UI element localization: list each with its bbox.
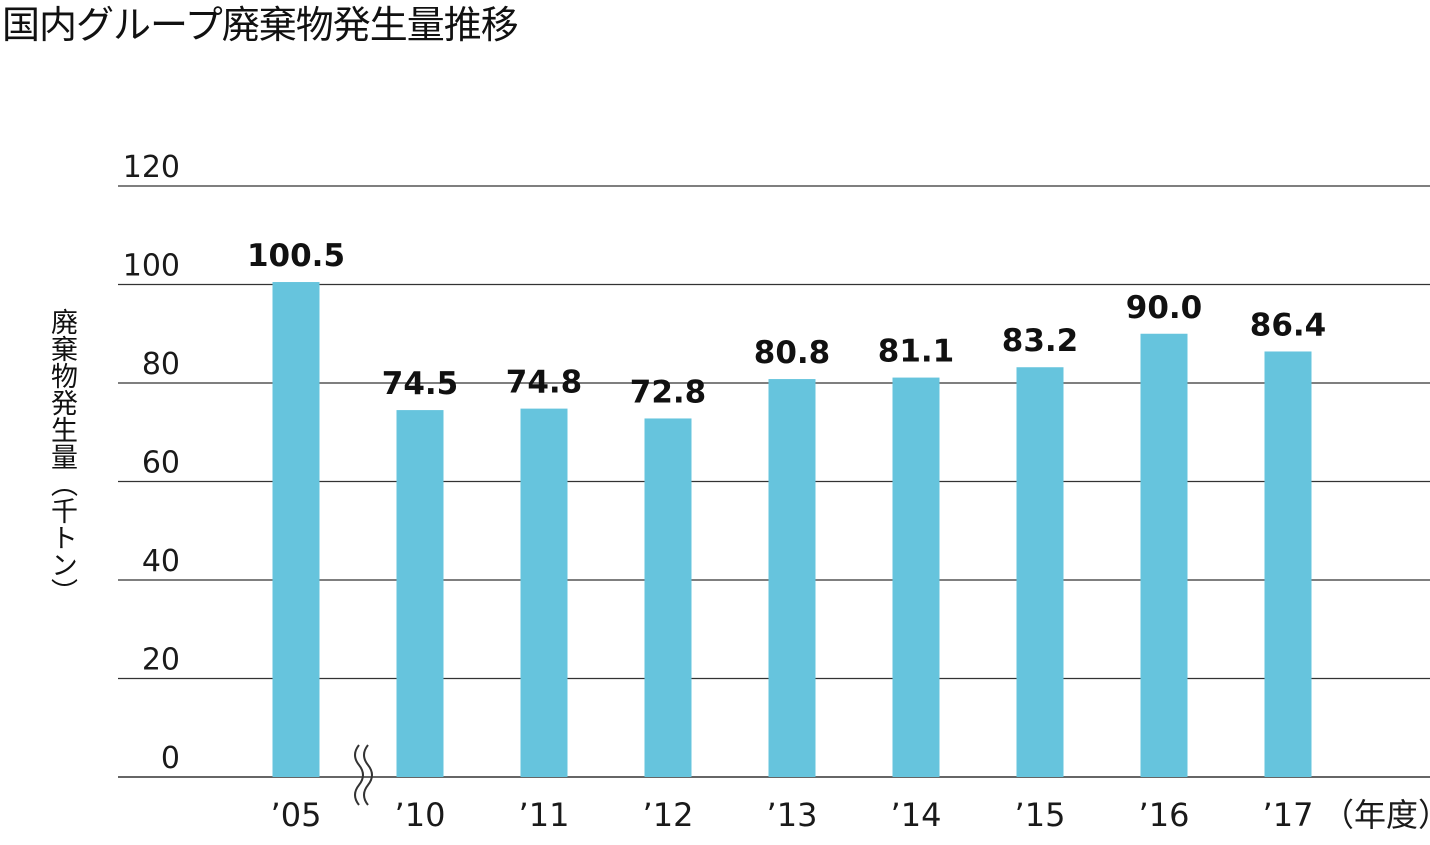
x-tick-label: ’12: [643, 796, 694, 834]
x-tick-label: ’14: [891, 796, 942, 834]
data-labels: 100.5 74.5 74.8 72.8 80.8 81.1 83.2 90.0 86.4: [247, 238, 1326, 410]
y-tick-label: 100: [123, 249, 180, 284]
x-tick-label: ’16: [1139, 796, 1190, 834]
y-tick-label: 20: [142, 643, 180, 678]
x-axis-unit: （年度）: [1322, 796, 1430, 834]
bar: [1140, 333, 1188, 777]
data-label: 90.0: [1126, 290, 1203, 326]
x-tick-labels: ’05 ’10 ’11 ’12 ’13 ’14 ’15 ’16 ’17: [271, 796, 1314, 834]
y-tick-label: 0: [161, 741, 180, 776]
x-tick-label: ’10: [395, 796, 446, 834]
data-label: 72.8: [630, 374, 707, 410]
data-label: 81.1: [878, 334, 955, 370]
bar: [892, 377, 940, 777]
bars: [272, 282, 1312, 777]
y-tick-labels: 0 20 40 60 80 100 120: [123, 150, 180, 776]
y-tick-label: 120: [123, 150, 180, 185]
y-tick-label: 40: [142, 544, 180, 579]
data-label: 74.8: [506, 365, 583, 401]
y-axis-label: 廃棄物発生量（千トン）: [46, 308, 77, 605]
bar: [520, 408, 568, 777]
x-tick-label: ’17: [1263, 796, 1314, 834]
x-tick-label: ’15: [1015, 796, 1066, 834]
x-tick-label: ’11: [519, 796, 570, 834]
bar: [644, 418, 692, 777]
data-label: 80.8: [754, 335, 831, 371]
bar: [1016, 367, 1064, 777]
data-label: 74.5: [382, 366, 459, 402]
bar: [1264, 351, 1312, 777]
chart-title: 国内グループ廃棄物発生量推移: [2, 3, 519, 47]
bar: [396, 410, 444, 777]
data-label: 83.2: [1002, 323, 1079, 359]
x-tick-label: ’05: [271, 796, 322, 834]
bar: [768, 379, 816, 777]
data-label: 100.5: [247, 238, 345, 274]
x-tick-label: ’13: [767, 796, 818, 834]
y-tick-label: 80: [142, 347, 180, 382]
data-label: 86.4: [1250, 307, 1327, 343]
bar: [272, 282, 320, 777]
axis-break-mark: [354, 744, 373, 806]
y-tick-label: 60: [142, 446, 180, 481]
